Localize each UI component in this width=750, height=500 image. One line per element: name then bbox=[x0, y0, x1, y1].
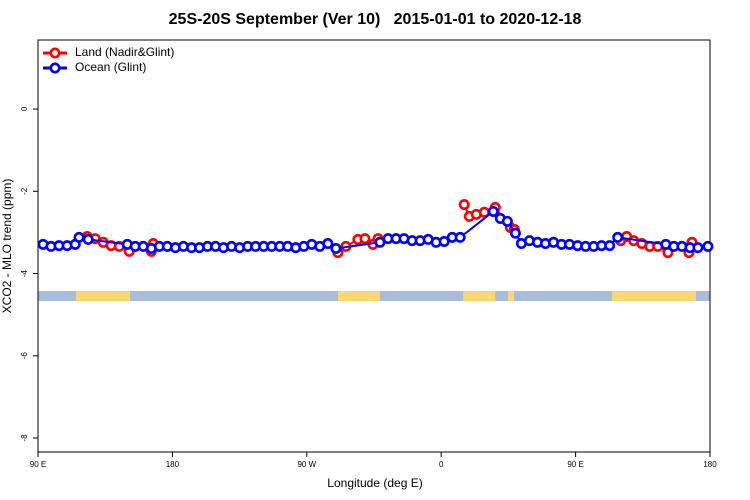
x-tick-label: 90 E bbox=[30, 460, 46, 469]
surface-band bbox=[38, 291, 710, 301]
chart-title: 25S-20S September (Ver 10) 2015-01-01 to… bbox=[169, 11, 582, 28]
y-tick-label: -6 bbox=[20, 352, 29, 360]
y-axis-label: XCO2 - MLO trend (ppm) bbox=[0, 179, 14, 314]
data-point bbox=[501, 215, 513, 227]
legend-label: Ocean (Glint) bbox=[75, 60, 146, 74]
x-tick-label: 180 bbox=[703, 460, 717, 469]
land-band bbox=[338, 291, 380, 301]
x-tick-label: 90 W bbox=[297, 460, 316, 469]
data-point bbox=[692, 242, 704, 254]
y-tick-label: -8 bbox=[20, 434, 29, 442]
data-point bbox=[509, 227, 521, 239]
y-tick-label: 0 bbox=[20, 106, 29, 111]
data-point bbox=[73, 231, 85, 243]
data-point bbox=[702, 240, 714, 252]
land-band bbox=[76, 291, 130, 301]
data-point bbox=[330, 242, 342, 254]
data-point bbox=[604, 240, 616, 252]
x-tick-label: 180 bbox=[166, 460, 180, 469]
land-band bbox=[612, 291, 696, 301]
x-tick-label: 0 bbox=[439, 460, 444, 469]
legend-marker bbox=[49, 47, 61, 59]
legend-label: Land (Nadir&Glint) bbox=[75, 45, 174, 59]
y-tick-label: -4 bbox=[20, 269, 29, 277]
data-point bbox=[82, 233, 94, 245]
land-band bbox=[508, 291, 514, 301]
data-point bbox=[454, 231, 466, 243]
data-point bbox=[322, 238, 334, 250]
data-point bbox=[359, 233, 371, 245]
y-tick-label: -2 bbox=[20, 187, 29, 195]
data-point bbox=[487, 205, 499, 217]
data-point bbox=[438, 235, 450, 247]
x-axis-label: Longitude (deg E) bbox=[327, 476, 422, 490]
data-point bbox=[458, 198, 470, 210]
data-point bbox=[612, 231, 624, 243]
x-tick-label: 90 E bbox=[567, 460, 583, 469]
land-band bbox=[463, 291, 495, 301]
legend-marker bbox=[49, 62, 61, 74]
